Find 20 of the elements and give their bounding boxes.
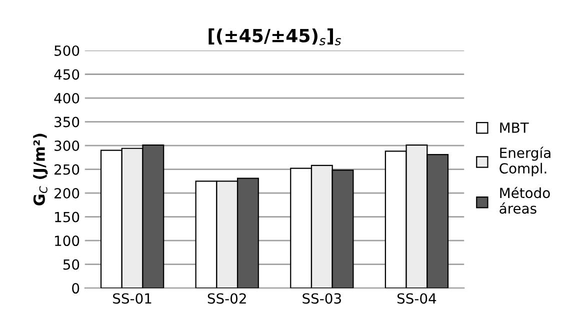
y-tick-label: 300 — [54, 140, 80, 152]
y-tick-label: 400 — [54, 92, 80, 104]
y-tick-label: 500 — [54, 45, 80, 56]
x-tick-label: SS-04 — [397, 293, 436, 304]
x-tick-label: SS-01 — [113, 293, 152, 304]
y-tick-label: 450 — [54, 69, 80, 80]
y-tick-label: 50 — [63, 259, 80, 270]
y-tick-label: 250 — [54, 164, 80, 175]
chart-title: [(±45/±45)$_{s}$]$_{s}$ — [208, 28, 342, 46]
legend-label: Método áreas — [500, 186, 550, 214]
y-tick-label: 100 — [55, 236, 80, 246]
y-axis-title: G$_{C}$ (J/m²) — [33, 134, 48, 206]
y-tick-label: 0 — [72, 283, 80, 294]
y-tick-label: 150 — [55, 212, 80, 222]
x-tick-label: SS-03 — [302, 293, 341, 304]
legend-label: MBT — [500, 122, 529, 133]
legend-label: Energía Compl. — [500, 146, 550, 176]
x-tick-label: SS-02 — [208, 293, 246, 304]
y-tick-label: 350 — [54, 116, 80, 128]
y-tick-label: 200 — [54, 188, 80, 199]
